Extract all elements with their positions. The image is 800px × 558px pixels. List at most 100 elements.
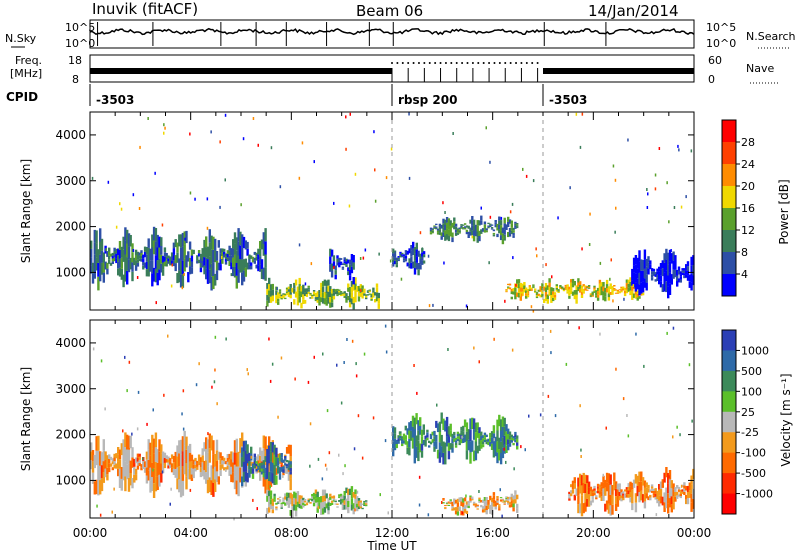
heat-cell xyxy=(242,471,246,483)
heat-cell xyxy=(280,502,283,505)
heat-cell xyxy=(321,495,325,502)
heat-cell xyxy=(485,441,488,445)
heat-cell xyxy=(510,223,513,228)
heat-cell xyxy=(401,252,404,255)
heat-cell xyxy=(311,496,314,499)
heat-cell xyxy=(555,289,558,292)
heat-cell xyxy=(289,464,292,468)
heat-cell xyxy=(192,249,195,255)
heat-cell xyxy=(458,442,461,446)
heat-cell xyxy=(95,257,98,271)
heat-cell xyxy=(163,252,167,257)
heat-cell xyxy=(167,465,170,469)
heat-cell xyxy=(469,441,472,453)
heat-cell xyxy=(327,510,330,515)
heat-cell xyxy=(91,262,95,274)
noise-left-tick-bottom: 10^0 xyxy=(65,37,95,50)
heat-cell xyxy=(284,496,287,500)
heat-cell xyxy=(614,503,618,511)
heat-cell xyxy=(667,286,670,299)
heat-speck xyxy=(351,339,354,343)
time-axis-ticks: 00:00 04:00 08:00 12:00 16:00 20:00 00:00 xyxy=(73,526,712,540)
heat-speck xyxy=(691,419,693,423)
heat-cell xyxy=(106,455,109,462)
heat-cell xyxy=(505,438,508,446)
heat-cell xyxy=(348,488,352,495)
heat-cell xyxy=(307,498,310,500)
heat-cell xyxy=(413,417,416,430)
heat-cell xyxy=(650,484,654,487)
heat-cell xyxy=(507,428,510,434)
heat-cell xyxy=(275,468,278,475)
heat-cell xyxy=(271,502,274,506)
cpid-segment-2: -3503 xyxy=(549,93,587,107)
heat-cell xyxy=(348,302,352,308)
heat-cell xyxy=(412,248,415,255)
heat-cell xyxy=(241,460,244,474)
heat-cell xyxy=(645,274,648,283)
heat-cell xyxy=(517,288,521,293)
heat-cell xyxy=(303,288,307,293)
heat-cell xyxy=(302,500,305,503)
heat-cell xyxy=(690,502,693,512)
heat-cell xyxy=(291,494,294,501)
heat-cell xyxy=(507,444,510,451)
heat-cell xyxy=(232,452,235,463)
heat-cell xyxy=(650,277,654,281)
heat-cell xyxy=(314,293,318,295)
heat-cell xyxy=(264,241,267,255)
heat-cell xyxy=(321,489,325,496)
heat-cell xyxy=(665,270,668,282)
heat-cell xyxy=(257,254,260,260)
heat-cell xyxy=(562,288,566,290)
heat-cell xyxy=(174,263,177,272)
heat-cell xyxy=(575,285,578,290)
heat-cell xyxy=(614,488,618,497)
heat-cell xyxy=(212,482,215,497)
heat-speck xyxy=(169,502,171,506)
heat-cell xyxy=(508,496,512,500)
heat-cell xyxy=(415,262,418,270)
heat-cell xyxy=(246,248,249,256)
heat-cell xyxy=(469,429,472,441)
heat-cell xyxy=(417,263,420,270)
heat-cell xyxy=(422,251,426,255)
heat-cell xyxy=(649,264,652,270)
heat-cell xyxy=(451,222,454,228)
heat-cell xyxy=(676,491,679,496)
heat-cell xyxy=(199,462,203,468)
heat-cell xyxy=(672,483,675,490)
heat-cell xyxy=(692,255,695,266)
heat-cell xyxy=(582,284,585,287)
heat-cell xyxy=(115,258,118,264)
heat-cell xyxy=(255,264,258,269)
heat-cell xyxy=(271,505,274,510)
heat-cell xyxy=(591,294,594,296)
heat-cell xyxy=(532,285,535,287)
heat-cell xyxy=(350,286,354,293)
heat-cell xyxy=(532,287,535,289)
heat-cell xyxy=(260,471,264,475)
heat-cell xyxy=(294,492,298,499)
heat-cell xyxy=(134,468,138,475)
heat-cell xyxy=(668,272,672,284)
heat-cell xyxy=(503,503,506,505)
heat-cell xyxy=(658,279,661,285)
heat-cell xyxy=(282,499,285,502)
heat-cell xyxy=(160,473,163,483)
heat-cell xyxy=(102,272,105,283)
heat-cell xyxy=(596,297,600,301)
heat-cell xyxy=(305,502,309,504)
heat-cell xyxy=(329,286,332,292)
heat-cell xyxy=(345,293,348,297)
heat-cell xyxy=(255,456,258,461)
heat-cell xyxy=(525,295,528,299)
heat-cell xyxy=(205,460,208,473)
heat-cell xyxy=(370,295,373,298)
heat-cell xyxy=(607,503,611,514)
heat-cell xyxy=(625,279,629,283)
heat-cell xyxy=(190,261,194,268)
heat-cell xyxy=(287,460,291,463)
heat-cell xyxy=(330,249,334,257)
